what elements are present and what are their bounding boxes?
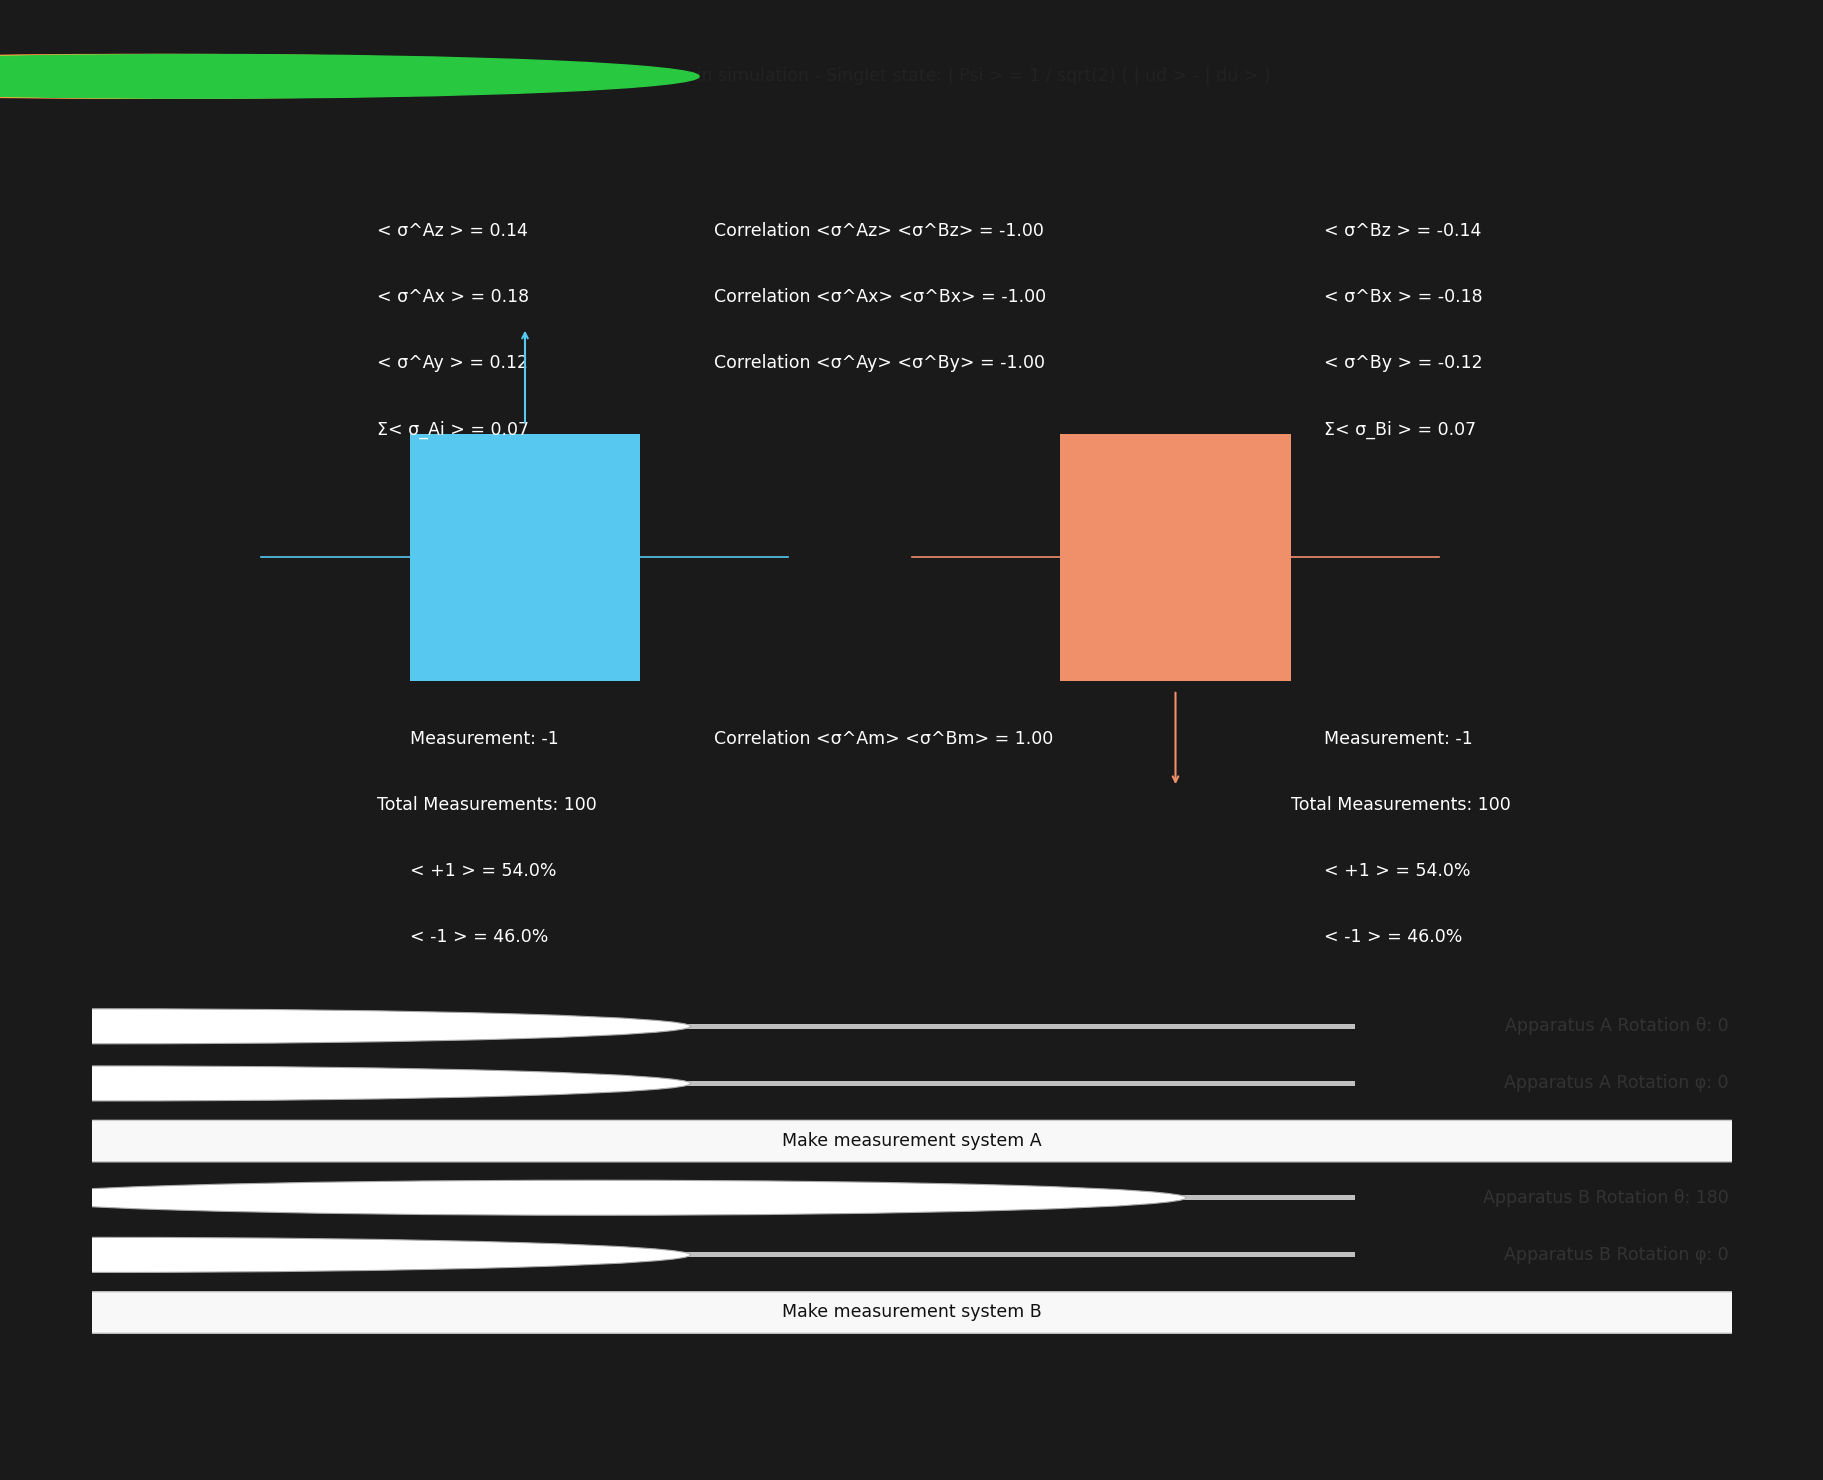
Bar [100, 1024, 1354, 1029]
Text: Two quantum spin simulation - Singlet state: | Psi > = 1 / sqrt(2) ( | ud > - | : Two quantum spin simulation - Singlet st… [554, 68, 1269, 86]
Text: Measurement: -1: Measurement: -1 [1323, 730, 1471, 747]
Text: Correlation <σ^Az> <σ^Bz> = -1.00: Correlation <σ^Az> <σ^Bz> = -1.00 [715, 222, 1045, 240]
Circle shape [5, 1180, 1185, 1215]
Text: Make measurement system A: Make measurement system A [782, 1132, 1041, 1150]
Text: < +1 > = 54.0%: < +1 > = 54.0% [410, 863, 556, 881]
Text: Apparatus A Rotation φ: 0: Apparatus A Rotation φ: 0 [1504, 1074, 1728, 1092]
Text: Measurement: -1: Measurement: -1 [410, 730, 558, 747]
Text: Apparatus B Rotation φ: 0: Apparatus B Rotation φ: 0 [1504, 1246, 1728, 1264]
Text: Apparatus B Rotation θ: 180: Apparatus B Rotation θ: 180 [1482, 1188, 1728, 1206]
Text: < +1 > = 54.0%: < +1 > = 54.0% [1323, 863, 1469, 881]
Text: Correlation <σ^Ay> <σ^By> = -1.00: Correlation <σ^Ay> <σ^By> = -1.00 [715, 354, 1045, 371]
Text: < σ^Ay > = 0.12: < σ^Ay > = 0.12 [377, 354, 527, 371]
Circle shape [0, 55, 698, 98]
Text: Correlation <σ^Am> <σ^Bm> = 1.00: Correlation <σ^Am> <σ^Bm> = 1.00 [715, 730, 1054, 747]
Text: Make measurement system B: Make measurement system B [782, 1302, 1041, 1322]
Text: < σ^By > = -0.12: < σ^By > = -0.12 [1323, 354, 1482, 371]
Bar [1059, 434, 1291, 681]
Text: < σ^Bz > = -0.14: < σ^Bz > = -0.14 [1323, 222, 1480, 240]
Text: < σ^Ax > = 0.18: < σ^Ax > = 0.18 [377, 289, 529, 306]
Circle shape [0, 1066, 691, 1101]
Circle shape [0, 1009, 691, 1043]
FancyBboxPatch shape [75, 1292, 1748, 1333]
Text: Σ< σ_Bi > = 0.07: Σ< σ_Bi > = 0.07 [1323, 420, 1475, 438]
Text: < -1 > = 46.0%: < -1 > = 46.0% [410, 928, 547, 946]
Bar [100, 1080, 1354, 1086]
Circle shape [0, 55, 625, 98]
Text: Total Measurements: 100: Total Measurements: 100 [377, 796, 596, 814]
Bar [410, 434, 640, 681]
FancyBboxPatch shape [75, 1120, 1748, 1162]
Bar [100, 1252, 1354, 1258]
Circle shape [0, 1237, 691, 1273]
Text: < -1 > = 46.0%: < -1 > = 46.0% [1323, 928, 1462, 946]
Circle shape [0, 55, 662, 98]
Text: < σ^Az > = 0.14: < σ^Az > = 0.14 [377, 222, 527, 240]
Text: Total Measurements: 100: Total Measurements: 100 [1291, 796, 1509, 814]
Text: Σ< σ_Ai > = 0.07: Σ< σ_Ai > = 0.07 [377, 420, 529, 438]
Text: Apparatus A Rotation θ: 0: Apparatus A Rotation θ: 0 [1504, 1017, 1728, 1036]
Bar [100, 1196, 1354, 1200]
Text: < σ^Bx > = -0.18: < σ^Bx > = -0.18 [1323, 289, 1482, 306]
Text: Correlation <σ^Ax> <σ^Bx> = -1.00: Correlation <σ^Ax> <σ^Bx> = -1.00 [715, 289, 1046, 306]
Bar [100, 1196, 596, 1200]
